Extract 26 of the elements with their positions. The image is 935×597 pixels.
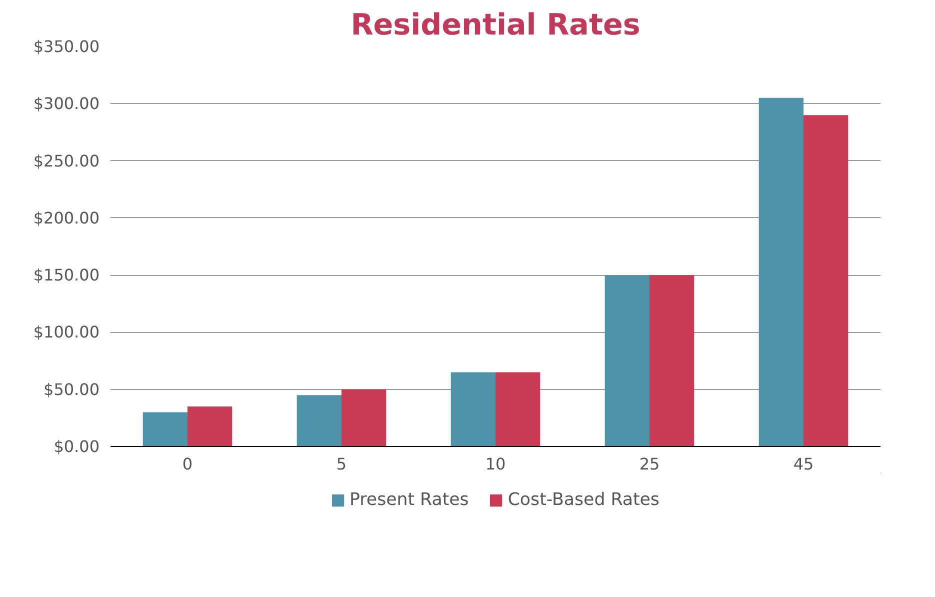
x-tick-label: 45 — [793, 454, 814, 474]
x-tick-label: 25 — [639, 454, 660, 474]
bar — [804, 115, 848, 446]
x-tick-label: 5 — [336, 454, 347, 474]
chart-title: Residential Rates — [350, 8, 640, 42]
bar — [758, 98, 804, 446]
bar — [650, 275, 694, 446]
y-tick-label: $100.00 — [33, 322, 100, 342]
bar — [450, 372, 496, 446]
y-tick-label: $150.00 — [33, 266, 100, 285]
legend-label: Present Rates — [350, 490, 469, 510]
bar — [142, 412, 188, 446]
y-tick-label: $250.00 — [33, 151, 100, 170]
bar — [296, 395, 342, 446]
bar — [604, 275, 650, 446]
bar — [188, 406, 232, 446]
y-tick-label: $200.00 — [33, 208, 100, 228]
y-tick-label: $0.00 — [54, 437, 100, 456]
y-tick-label: $50.00 — [44, 380, 100, 399]
x-tick-label: 10 — [485, 454, 506, 474]
legend-label: Cost-Based Rates — [508, 490, 660, 510]
bar — [496, 372, 540, 446]
x-tick-label: 0 — [182, 454, 193, 474]
y-tick-label: $300.00 — [33, 94, 100, 114]
bar — [342, 389, 386, 446]
y-tick-label: $350.00 — [33, 37, 100, 56]
